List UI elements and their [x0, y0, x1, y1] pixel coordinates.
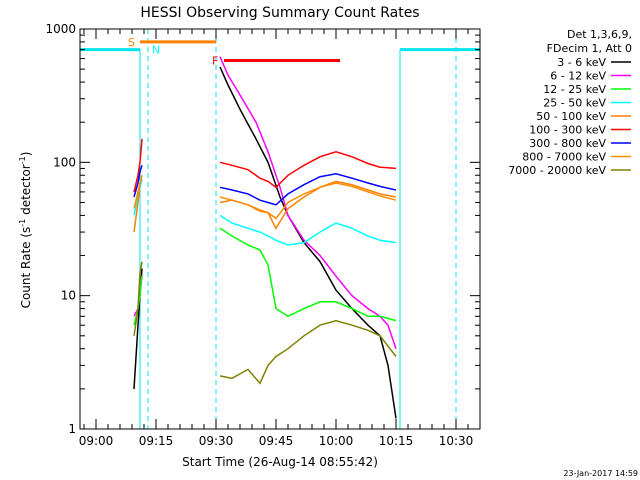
y-tick-label: 100: [53, 155, 76, 169]
series-line: [133, 138, 143, 193]
y-tick-label: 1: [68, 422, 76, 436]
y-axis-label-sup-2: -1: [18, 156, 27, 164]
legend: Det 1,3,6,9, FDecim 1, Att 0 3 - 6 keV6 …: [508, 28, 632, 177]
plot-frame: [79, 28, 481, 430]
y-axis-label-mid: detector: [19, 164, 33, 219]
data-gap-lines: [147, 29, 457, 429]
flags: S N F: [128, 36, 340, 68]
x-tick-label: 09:30: [199, 434, 234, 448]
legend-entry-label: 7000 - 20000 keV: [508, 164, 606, 177]
x-axis-label: Start Time (26-Aug-14 08:55:42): [182, 455, 378, 469]
flag-label: N: [152, 44, 160, 57]
legend-header-line-1: Det 1,3,6,9,: [567, 28, 632, 41]
y-axis-label-end: ): [19, 152, 33, 157]
legend-entry-label: 100 - 300 keV: [529, 124, 606, 137]
legend-entry-label: 12 - 25 keV: [543, 83, 606, 96]
legend-entry-label: 50 - 100 keV: [536, 110, 606, 123]
flag-label: F: [212, 55, 218, 68]
flag-label: S: [128, 36, 135, 49]
x-tick-label: 09:45: [259, 434, 294, 448]
y-tick-label: 1000: [45, 22, 76, 36]
x-tick-label: 09:15: [139, 434, 174, 448]
x-tick-label: 10:00: [319, 434, 354, 448]
timestamp: 23-Jan-2017 14:59: [563, 469, 638, 478]
y-axis-ticks: 1 10 100 1000: [45, 22, 480, 436]
x-tick-label: 09:00: [79, 434, 114, 448]
legend-entry-label: 3 - 6 keV: [557, 56, 606, 69]
x-tick-label: 10:15: [379, 434, 414, 448]
plot-area: S N F 1 10 100 1000 09:00 09:15 09:30 09:45 10:00…: [45, 22, 481, 448]
y-tick-label: 10: [61, 289, 76, 303]
series-line: [219, 56, 397, 349]
series-line: [219, 173, 397, 206]
series-line: [219, 214, 397, 246]
series-line: [219, 319, 397, 385]
series-line: [133, 165, 143, 198]
night-bars: [80, 48, 480, 429]
x-axis-ticks: 09:00 09:15 09:30 09:45 10:00 10:15 10:30: [79, 29, 474, 448]
series-line: [133, 261, 143, 336]
x-tick-label: 10:30: [439, 434, 474, 448]
legend-header-line-2: FDecim 1, Att 0: [547, 42, 632, 55]
series-line: [219, 182, 397, 220]
series-lines: [133, 56, 397, 419]
legend-entry-label: 800 - 7000 keV: [522, 151, 606, 164]
y-axis-label-main: Count Rate (s: [19, 227, 33, 309]
series-line: [219, 227, 397, 322]
series-line: [219, 66, 397, 419]
legend-entry-label: 25 - 50 keV: [543, 97, 606, 110]
y-axis-label: Count Rate (s-1 detector-1): [18, 152, 33, 309]
y-axis-label-sup-1: -1: [18, 219, 27, 227]
series-line: [219, 151, 397, 189]
legend-entry-label: 300 - 800 keV: [529, 137, 606, 150]
legend-entry-label: 6 - 12 keV: [550, 70, 606, 83]
chart-title: HESSI Observing Summary Count Rates: [140, 5, 419, 21]
series-line: [133, 175, 143, 209]
